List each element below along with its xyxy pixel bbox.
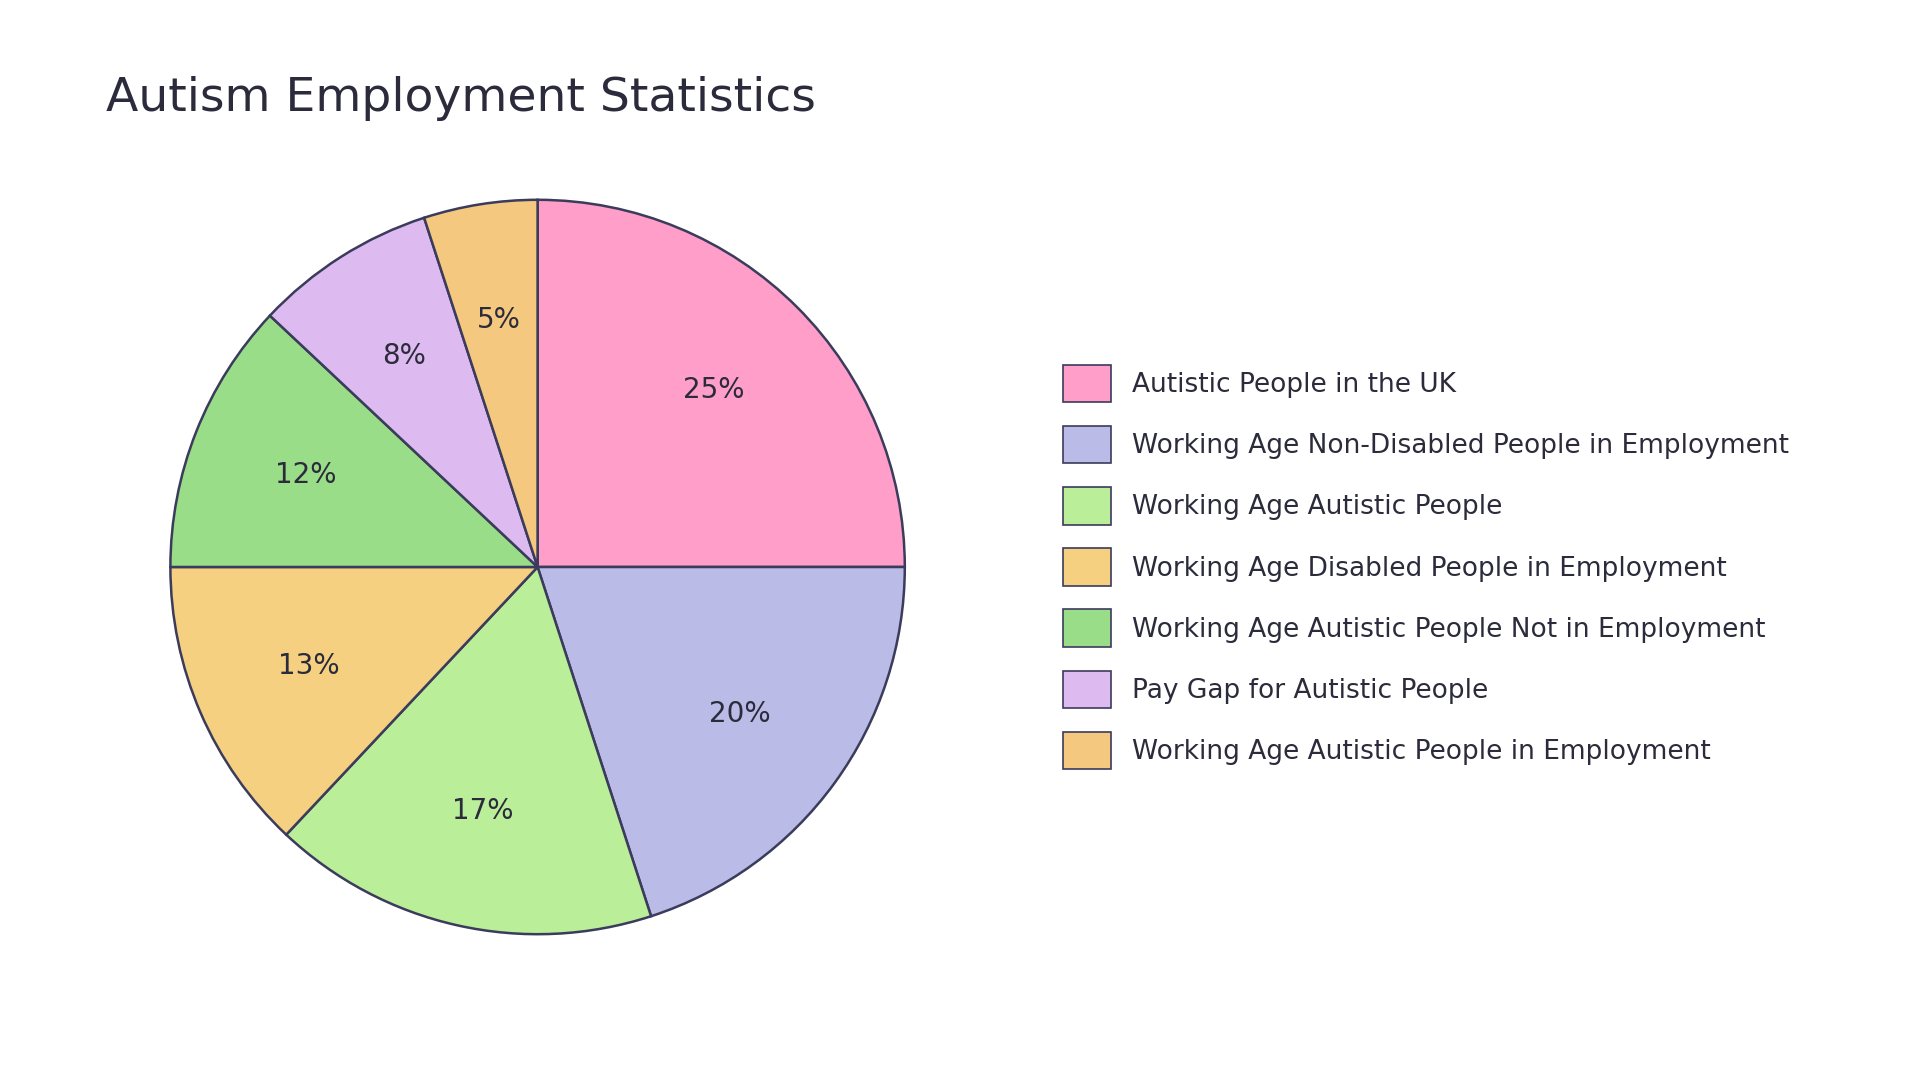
Wedge shape (424, 200, 538, 567)
Text: 5%: 5% (476, 307, 520, 335)
Text: Autism Employment Statistics: Autism Employment Statistics (106, 76, 816, 121)
Wedge shape (538, 567, 904, 916)
Text: 13%: 13% (278, 652, 340, 680)
Text: 17%: 17% (453, 797, 515, 825)
Text: 20%: 20% (708, 700, 770, 728)
Wedge shape (271, 218, 538, 567)
Text: 8%: 8% (382, 342, 426, 370)
Text: 12%: 12% (275, 461, 336, 489)
Wedge shape (171, 315, 538, 567)
Wedge shape (286, 567, 651, 934)
Wedge shape (171, 567, 538, 835)
Wedge shape (538, 200, 904, 567)
Text: 25%: 25% (684, 377, 745, 404)
Legend: Autistic People in the UK, Working Age Non-Disabled People in Employment, Workin: Autistic People in the UK, Working Age N… (1050, 352, 1803, 782)
